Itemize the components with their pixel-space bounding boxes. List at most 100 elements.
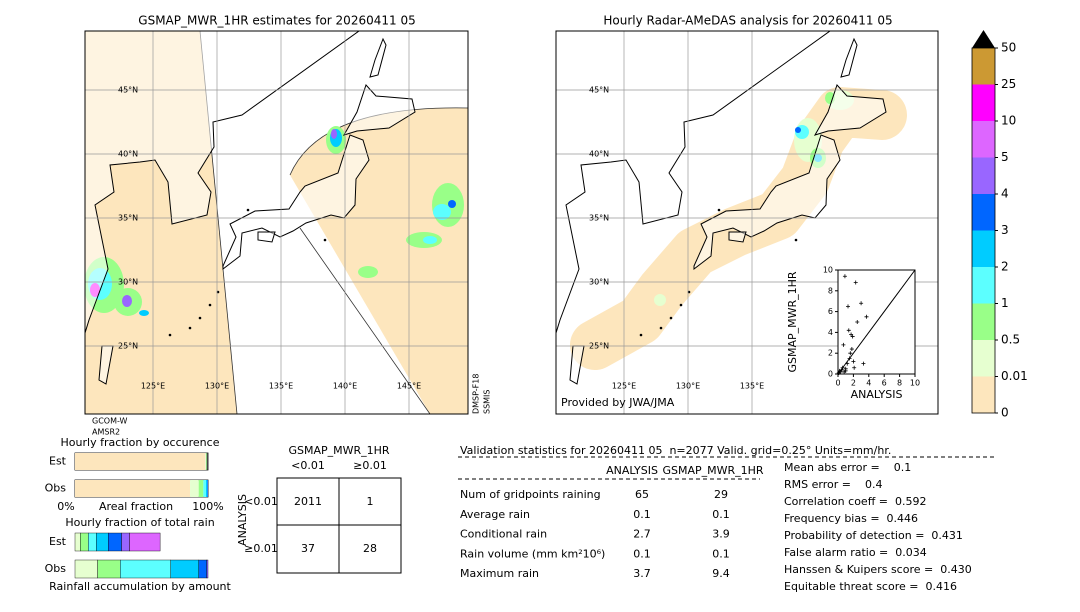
x-tick-label: 2 [851,379,856,388]
bar-segment [108,532,122,552]
scatter-point [845,361,850,366]
table-cell: 37 [301,542,315,555]
sensor-label: DMSP-F18 [472,374,481,414]
colorbar-segment [972,194,995,231]
sensor-label: GCOM-W [92,417,128,426]
coastline [369,37,387,78]
lon-label: 130°E [205,382,229,391]
lon-label: 135°E [269,382,293,391]
island [216,290,220,294]
lon-label: 125°E [612,382,636,391]
rain-area [423,236,437,244]
stat-value: 0.1 [633,508,651,521]
scatter-point [841,342,846,347]
scatter-point [849,332,854,337]
rain-area [139,310,149,316]
scatter-point [850,334,855,339]
scatter-point [842,274,847,279]
credit: Provided by JWA/JMA [561,396,675,409]
colorbar-segment [972,48,995,85]
colorbar-label: 2 [1001,260,1009,274]
coastline [257,231,276,243]
coastline [813,84,887,136]
scatter-point [847,356,852,361]
colorbar-extend [972,30,995,48]
colorbar-label: 3 [1001,223,1009,237]
bar-segment [96,532,109,552]
coastline [556,31,831,334]
map-frame [555,30,939,415]
row-label: Est [49,535,67,548]
stat-value: 29 [714,488,728,501]
bar-segment [198,480,204,497]
scatter-point [853,280,858,285]
bar-segment [120,559,171,579]
stat-value: 3.9 [712,528,730,541]
lon-label: 140°E [333,382,357,391]
x-tick-label: 6 [882,379,887,388]
map-title: GSMAP_MWR_1HR estimates for 20260411 05 [138,14,415,28]
y-tick-label: 6 [828,307,833,316]
rain-area [448,200,456,208]
colorbar-segment [972,157,995,194]
column-header: GSMAP_MWR_1HR [662,464,763,477]
lat-label: 30°N [118,278,138,287]
sensor-label: AMSR2 [92,428,120,437]
island [188,326,192,330]
bar-segment [170,559,199,579]
score: False alarm ratio = 0.034 [784,546,927,559]
stat-value: 2.7 [633,528,651,541]
stat-value: 9.4 [712,567,730,580]
lon-label: 135°E [740,382,764,391]
x-tick-label: 10 [910,379,920,388]
map [85,31,468,414]
island [323,238,327,242]
lat-label: 45°N [589,86,609,95]
table-lines [277,478,401,573]
coastline [840,37,858,78]
colorbar-label: 4 [1001,187,1009,201]
bar-segment [207,453,208,470]
lat-label: 45°N [118,86,138,95]
map-title: Hourly Radar-AMeDAS analysis for 2026041… [603,14,892,28]
rain-area [432,183,464,227]
island [246,208,250,212]
colorbar-segment [972,340,995,377]
score: Frequency bias = 0.446 [784,512,918,525]
scatter-point [859,301,864,306]
row-axis: ANALYSIS [236,494,249,546]
stat-label: Num of gridpoints raining [460,488,601,501]
score: Correlation coeff = 0.592 [784,495,926,508]
island [198,316,202,320]
bar-segment [206,453,207,470]
stat-value: 0.1 [633,547,651,560]
y-tick-label: 4 [828,328,833,337]
colorbar-label: 0 [1001,406,1009,420]
stat-value: 0.1 [712,508,730,521]
coastline [693,134,841,271]
y-tick-label: 0 [828,370,833,379]
y-tick-label: 2 [828,349,833,358]
bar-segment [75,480,191,497]
island [717,208,721,212]
coastline [728,231,747,243]
rain-area [795,127,801,133]
bar-segment [203,480,207,497]
col-label: ≥0.01 [353,459,387,472]
colorbar-segment [972,267,995,304]
bar-segment [129,532,161,552]
stat-label: Rain volume (mm km²10⁶) [460,547,605,560]
stat-value: 65 [635,488,649,501]
row-label: <0.01 [244,495,278,508]
lat-label: 40°N [589,150,609,159]
colorbar-label: 0.5 [1001,333,1020,347]
stats-header: Validation statistics for 20260411 05 n=… [460,444,891,457]
table-cell: 28 [363,542,377,555]
bar-segment [74,532,81,552]
stat-value: 3.7 [633,567,651,580]
scatter-point [864,314,869,319]
lon-label: 145°E [397,382,421,391]
colorbar-segment [972,84,995,121]
rain-area [433,204,451,220]
